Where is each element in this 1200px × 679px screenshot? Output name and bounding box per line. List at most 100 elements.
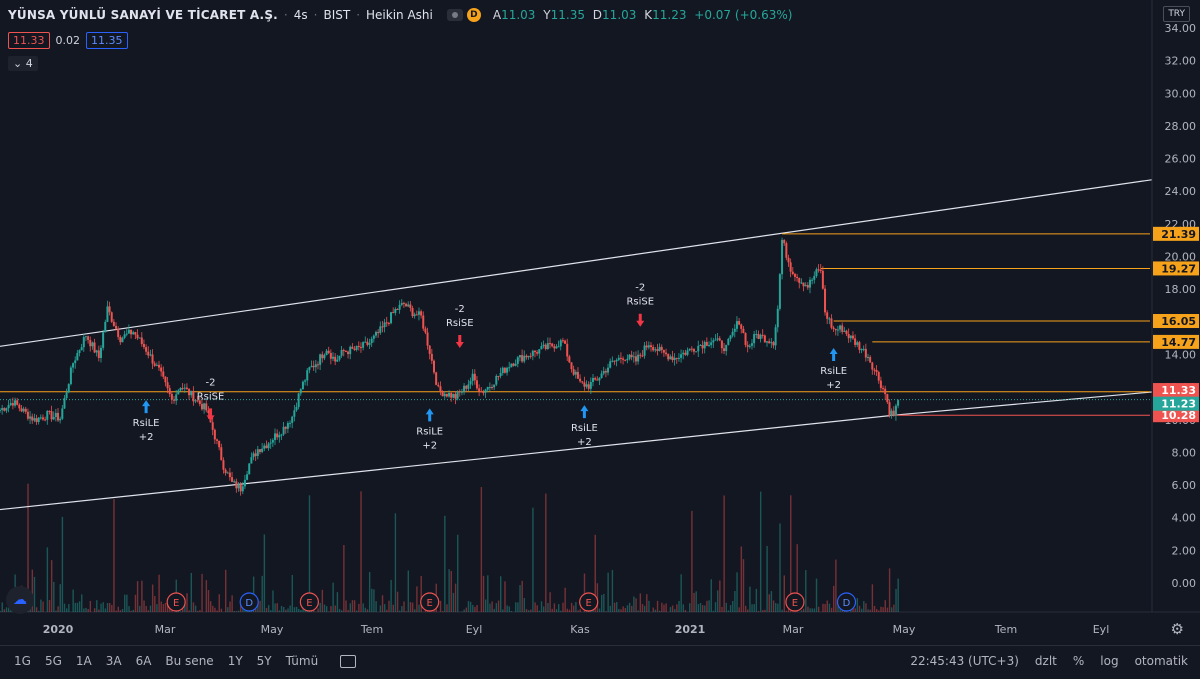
range-6a[interactable]: 6A	[136, 654, 152, 668]
range-1y[interactable]: 1Y	[228, 654, 243, 668]
candle-body	[740, 325, 742, 329]
option-percent[interactable]: %	[1073, 654, 1084, 668]
option-log[interactable]: log	[1100, 654, 1118, 668]
candle-body	[543, 345, 545, 346]
event-marker[interactable]: D	[240, 593, 258, 611]
range-ytd[interactable]: Bu sene	[165, 654, 213, 668]
range-5g[interactable]: 5G	[45, 654, 62, 668]
candle-body	[392, 312, 394, 313]
volume-bar	[161, 602, 162, 612]
candle-body	[83, 337, 85, 347]
candle-body	[734, 329, 736, 332]
currency-badge[interactable]: TRY	[1163, 6, 1190, 22]
candle-body	[800, 283, 802, 284]
volume-bar	[463, 610, 464, 612]
candle-body	[102, 332, 104, 348]
tradingview-logo-icon[interactable]: ☁	[6, 586, 34, 614]
chart-style-label[interactable]: Heikin Ashi	[366, 8, 433, 22]
event-marker[interactable]: D	[838, 593, 856, 611]
candle-body	[390, 312, 392, 323]
option-adjust[interactable]: dzlt	[1035, 654, 1057, 668]
range-all[interactable]: Tümü	[286, 654, 319, 668]
candle-body	[394, 309, 396, 313]
volume-bar	[453, 593, 454, 612]
candle-body	[255, 453, 257, 456]
volume-bar	[191, 573, 192, 612]
volume-bar	[552, 609, 553, 612]
candle-body	[36, 418, 38, 422]
candle-body	[332, 357, 334, 359]
candle-body	[134, 332, 136, 334]
signal-label: -2	[635, 283, 645, 294]
event-marker[interactable]: E	[167, 593, 185, 611]
signal-label: RsiSE	[197, 391, 225, 402]
candle-body	[164, 377, 166, 382]
candle-body	[811, 280, 813, 281]
candle-body	[285, 427, 287, 429]
calendar-icon[interactable]	[340, 655, 356, 668]
volume-bar	[324, 605, 325, 612]
candle-body	[201, 404, 203, 409]
trade-panel: 11.33 0.02 11.35	[8, 32, 128, 49]
volume-bar	[337, 592, 338, 612]
candle-body	[270, 443, 272, 444]
candle-body	[311, 366, 313, 367]
interval-label[interactable]: 4s	[294, 8, 308, 22]
candle-body	[618, 358, 620, 360]
candle-body	[231, 477, 233, 482]
volume-bar	[440, 601, 441, 612]
candle-body	[384, 322, 386, 327]
volume-bar	[320, 603, 321, 612]
candle-body	[517, 357, 519, 363]
eye-icon[interactable]	[447, 9, 463, 21]
event-marker[interactable]: E	[580, 593, 598, 611]
volume-bar	[446, 604, 447, 612]
signal-label: +2	[422, 440, 437, 451]
candle-body	[480, 391, 482, 392]
candle-body	[762, 335, 764, 336]
event-marker[interactable]: E	[786, 593, 804, 611]
candle-body	[409, 305, 411, 308]
candle-body	[863, 349, 865, 350]
candle-body	[813, 276, 815, 280]
event-marker[interactable]: E	[421, 593, 439, 611]
symbol-name[interactable]: YÜNSA YÜNLÜ SANAYİ VE TİCARET A.Ş.	[8, 8, 278, 22]
volume-bar	[188, 610, 189, 612]
candle-body	[656, 349, 658, 351]
option-auto[interactable]: otomatik	[1135, 654, 1188, 668]
candle-body	[506, 368, 508, 373]
volume-bar	[696, 591, 697, 612]
volume-bar	[358, 604, 359, 612]
range-3a[interactable]: 3A	[106, 654, 122, 668]
candle-body	[362, 342, 364, 348]
volume-bar	[638, 610, 639, 612]
candle-body	[545, 345, 547, 349]
sell-button[interactable]: 11.33	[8, 32, 50, 49]
volume-bar	[816, 579, 817, 612]
candle-body	[712, 340, 714, 342]
candle-body	[895, 406, 897, 416]
range-1a[interactable]: 1A	[76, 654, 92, 668]
volume-bar	[40, 600, 41, 612]
volume-bar	[386, 610, 387, 612]
candle-body	[66, 392, 68, 398]
candle-body	[334, 357, 336, 362]
clock-label[interactable]: 22:45:43 (UTC+3)	[910, 654, 1019, 668]
volume-bar	[620, 609, 621, 612]
gear-icon[interactable]: ⚙	[1171, 620, 1184, 638]
candle-body	[416, 314, 418, 315]
volume-bar	[805, 570, 806, 612]
y-tick-label: 30.00	[1165, 87, 1197, 100]
event-marker[interactable]: E	[300, 593, 318, 611]
candle-body	[684, 353, 686, 355]
dividend-badge[interactable]: D	[467, 8, 481, 22]
range-5y[interactable]: 5Y	[257, 654, 272, 668]
buy-button[interactable]: 11.35	[86, 32, 128, 49]
y-tick-label: 26.00	[1165, 153, 1197, 166]
range-1g[interactable]: 1G	[14, 654, 31, 668]
candle-body	[633, 356, 635, 357]
candle-body	[667, 354, 669, 359]
indicators-toggle[interactable]: ⌄ 4	[8, 56, 38, 71]
